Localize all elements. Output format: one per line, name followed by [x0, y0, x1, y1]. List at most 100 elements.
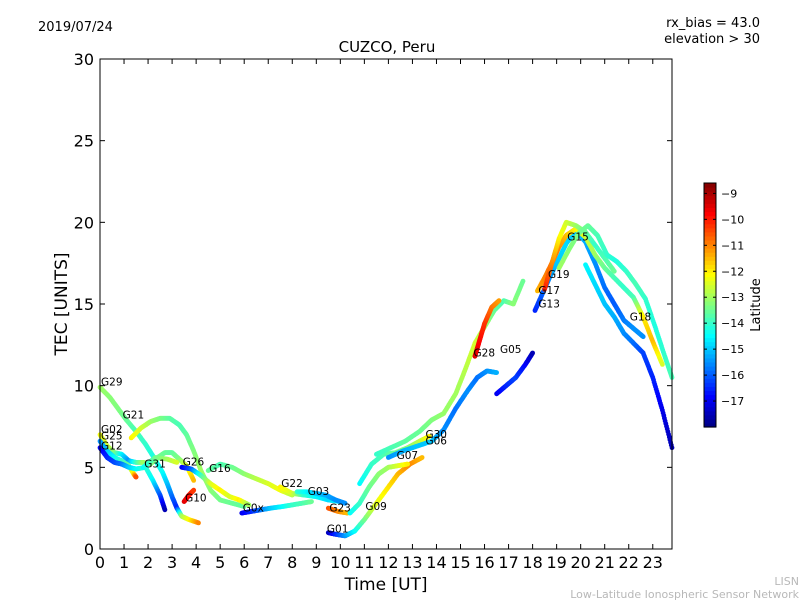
y-tick-label: 20	[74, 213, 94, 232]
footer-network: Low-Latitude Ionospheric Sensor Network	[570, 588, 799, 600]
colorbar-stripe	[704, 374, 716, 379]
colorbar-stripe	[704, 300, 716, 306]
colorbar-stripe	[704, 345, 716, 351]
data-point	[342, 500, 348, 506]
data-point	[246, 502, 252, 508]
colorbar-stripe	[704, 414, 716, 420]
x-tick-label: 17	[498, 553, 518, 572]
x-tick-label: 1	[119, 553, 129, 572]
colorbar-stripe	[704, 248, 716, 253]
x-tick-label: 6	[239, 553, 249, 572]
data-point	[660, 362, 665, 367]
x-tick-label: 9	[311, 553, 321, 572]
series-g16	[205, 461, 295, 498]
satellite-label: G18	[630, 311, 652, 323]
colorbar-stripe	[704, 321, 716, 326]
elevation-label: elevation > 30	[664, 32, 760, 47]
series-g06	[386, 368, 499, 460]
satellite-label: G01	[327, 524, 349, 536]
satellite-label: G12	[101, 440, 123, 452]
satellite-label: G30	[425, 429, 447, 441]
colorbar-stripe	[704, 231, 716, 237]
data-point	[191, 487, 197, 493]
colorbar-stripe	[704, 309, 716, 314]
colorbar-stripe	[704, 239, 716, 245]
satellite-label: G10	[185, 493, 207, 505]
colorbar-stripe	[704, 284, 716, 290]
y-tick-label: 25	[74, 132, 94, 151]
x-tick-label: 22	[619, 553, 639, 572]
axes: 0 1 2 3 4 5 6 7 8 9 10 11 12 13 14 15 16 17 18 19 20 21 22 2305…	[74, 50, 672, 572]
satellite-label: G13	[538, 298, 560, 310]
colorbar-tick-label: −14	[721, 317, 744, 330]
colorbar-stripe	[704, 386, 716, 391]
colorbar-stripe	[704, 292, 716, 298]
series-g23	[325, 505, 350, 516]
colorbar-stripe	[704, 394, 716, 400]
x-tick-label: 2	[143, 553, 153, 572]
colorbar-stripe	[704, 337, 716, 343]
colorbar-stripe	[704, 317, 716, 322]
colorbar-stripe	[704, 183, 716, 188]
y-tick-label: 15	[74, 295, 94, 314]
x-axis-label: Time [UT]	[343, 575, 427, 595]
colorbar-stripe	[704, 357, 716, 363]
colorbar-stripe	[704, 370, 716, 375]
x-tick-label: 13	[402, 553, 422, 572]
colorbar-stripe	[704, 366, 716, 371]
satellite-label: G02	[101, 424, 123, 436]
colorbar-stripe	[704, 187, 716, 192]
data-point	[191, 478, 197, 483]
colorbar-stripe	[704, 227, 716, 233]
colorbar: −17 −16 −15 −14 −13 −12 −11 −10 −9	[703, 182, 744, 428]
colorbar-stripe	[704, 215, 716, 221]
colorbar-stripe	[704, 341, 716, 347]
data-point	[196, 520, 201, 526]
colorbar-stripe	[704, 329, 716, 335]
colorbar-stripe	[704, 211, 716, 217]
series-g18	[583, 262, 675, 451]
y-tick-label: 10	[74, 377, 94, 396]
satellite-label: G0x	[243, 502, 264, 514]
colorbar-stripe	[704, 378, 716, 383]
series-g17	[535, 226, 665, 367]
data-point	[640, 334, 646, 340]
colorbar-stripe	[704, 195, 716, 200]
satellite-label: G06	[425, 435, 447, 447]
x-tick-label: 15	[450, 553, 470, 572]
x-tick-label: 8	[287, 553, 297, 572]
colorbar-stripe	[704, 244, 716, 249]
series-g15	[556, 223, 675, 380]
data-point	[162, 507, 168, 513]
x-tick-label: 11	[354, 553, 374, 572]
colorbar-tick-label: −9	[721, 187, 737, 200]
colorbar-stripe	[704, 288, 716, 294]
data-point	[426, 433, 432, 439]
satellite-label: G03	[308, 486, 330, 498]
x-tick-label: 19	[546, 553, 566, 572]
data-point	[174, 460, 180, 465]
colorbar-label: Latitude	[749, 278, 764, 332]
rx-bias-label: rx_bias = 43.0	[666, 16, 760, 31]
colorbar-tick-label: −11	[721, 239, 744, 252]
colorbar-tick-label: −15	[721, 343, 744, 356]
x-tick-label: 7	[263, 553, 273, 572]
data-point	[419, 455, 425, 460]
y-tick-label: 5	[84, 458, 94, 477]
y-tick-label: 0	[84, 540, 94, 559]
satellite-label: G09	[365, 501, 387, 513]
series-g07	[357, 433, 432, 487]
colorbar-stripe	[704, 406, 716, 412]
satellite-label: G23	[329, 502, 351, 514]
colorbar-stripe	[704, 410, 716, 416]
colorbar-stripe	[704, 191, 716, 196]
colorbar-stripe	[704, 256, 716, 261]
colorbar-tick-label: −12	[721, 265, 744, 278]
series-g10	[181, 487, 197, 504]
satellite-label: G31	[144, 458, 166, 470]
satellite-label: G15	[567, 231, 589, 243]
data-point	[530, 350, 535, 356]
x-tick-label: 3	[167, 553, 177, 572]
x-tick-label: 16	[474, 553, 494, 572]
chart-title: CUZCO, Peru	[339, 38, 436, 56]
